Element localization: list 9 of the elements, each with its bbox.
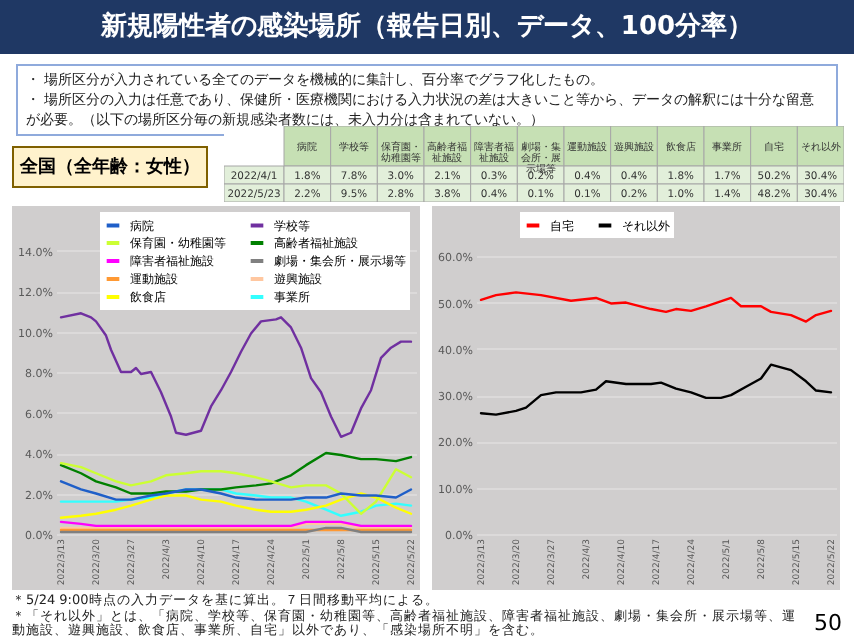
line-series xyxy=(479,291,833,323)
line-series xyxy=(59,312,413,438)
line-series xyxy=(59,461,413,515)
text: 全国（全年齢：女性） xyxy=(20,155,200,180)
text: 新規陽性者の感染場所（報告日別、データ、100分率） xyxy=(0,0,854,54)
line-series xyxy=(59,480,413,501)
line-series xyxy=(479,363,833,416)
line-series xyxy=(59,451,413,495)
text: 50 xyxy=(814,610,842,636)
